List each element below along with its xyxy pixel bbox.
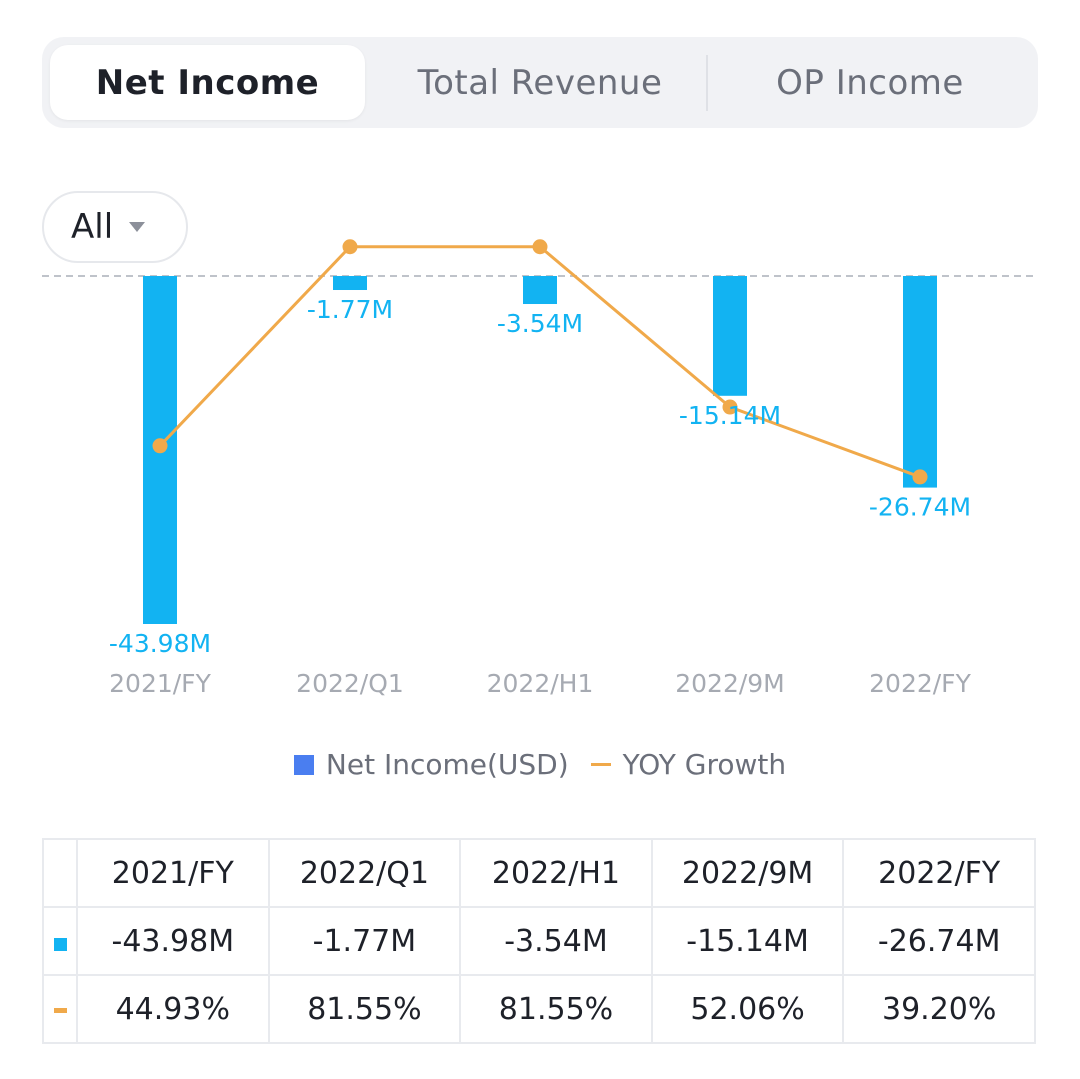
table-cell: -1.77M [267, 906, 462, 976]
bar-2022/H1[interactable] [523, 276, 557, 305]
table-header-cell: 2022/9M [650, 838, 845, 908]
x-tick-label: 2021/FY [109, 669, 211, 698]
x-tick-label: 2022/FY [869, 669, 971, 698]
yoy-point-2022/Q1[interactable] [342, 239, 358, 255]
net-income-marker-cell [42, 906, 78, 976]
table-cell: 81.55% [267, 974, 462, 1044]
tab-net-income[interactable]: Net Income [50, 45, 365, 120]
table-cell: -3.54M [459, 906, 653, 976]
bar-series-marker [53, 937, 67, 951]
legend-line-swatch [590, 763, 611, 766]
table-header-cell: 2021/FY [76, 838, 270, 908]
legend-yoy-growth-label: YOY Growth [622, 748, 787, 781]
chart-legend: Net Income(USD) YOY Growth [0, 748, 1080, 781]
table-cell: 52.06% [650, 974, 845, 1044]
bar-value-label: -43.98M [109, 629, 211, 658]
legend-bar-swatch [293, 754, 314, 775]
bar-value-label: -3.54M [497, 309, 583, 338]
table-header-cell: 2022/Q1 [267, 838, 462, 908]
bar-value-label: -15.14M [679, 401, 781, 430]
bar-value-label: -26.74M [869, 493, 971, 522]
tab-divider [706, 55, 708, 111]
tab-op-income[interactable]: OP Income [776, 62, 964, 103]
metric-tabs: Net Income Total Revenue OP Income [42, 37, 1038, 128]
table-header-cell: 2022/H1 [459, 838, 653, 908]
legend-net-income[interactable]: Net Income(USD) [293, 748, 569, 781]
table-cell: -15.14M [650, 906, 845, 976]
x-tick-label: 2022/9M [675, 669, 785, 698]
table-row-yoy-growth: 44.93% 81.55% 81.55% 52.06% 39.20% [42, 974, 1036, 1044]
bar-2022/Q1[interactable] [333, 276, 367, 291]
table-cell: -43.98M [76, 906, 270, 976]
table-corner-cell [42, 838, 78, 908]
table-row-net-income: -43.98M -1.77M -3.54M -15.14M -26.74M [42, 906, 1036, 976]
yoy-point-2022/9M[interactable] [722, 399, 738, 415]
caret-down-icon [129, 222, 146, 232]
yoy-point-2022/H1[interactable] [532, 239, 548, 255]
data-table: 2021/FY 2022/Q1 2022/H1 2022/9M 2022/FY … [42, 838, 1036, 1044]
period-filter-dropdown[interactable]: All [42, 191, 188, 263]
table-header-cell: 2022/FY [842, 838, 1036, 908]
legend-net-income-label: Net Income(USD) [325, 748, 569, 781]
table-cell: 81.55% [459, 974, 653, 1044]
line-series-marker [53, 1007, 67, 1013]
yoy-growth-marker-cell [42, 974, 78, 1044]
net-income-chart: -43.98M 2021/FY -1.77M 2022/Q1 -3.54M 2022/H1… [42, 239, 1038, 698]
bar-2022/9M[interactable] [713, 276, 747, 396]
yoy-point-2022/FY[interactable] [912, 469, 928, 485]
table-cell: 44.93% [76, 974, 270, 1044]
x-tick-label: 2022/Q1 [296, 669, 404, 698]
bar-value-label: -1.77M [307, 295, 393, 324]
x-tick-label: 2022/H1 [487, 669, 594, 698]
table-cell: 39.20% [842, 974, 1036, 1044]
yoy-point-2021/FY[interactable] [152, 438, 168, 454]
table-cell: -26.74M [842, 906, 1036, 976]
bar-2022/FY[interactable] [903, 276, 937, 488]
tab-total-revenue[interactable]: Total Revenue [417, 62, 663, 103]
legend-yoy-growth[interactable]: YOY Growth [590, 748, 787, 781]
table-header-row: 2021/FY 2022/Q1 2022/H1 2022/9M 2022/FY [42, 838, 1036, 908]
period-filter-label: All [71, 207, 114, 247]
